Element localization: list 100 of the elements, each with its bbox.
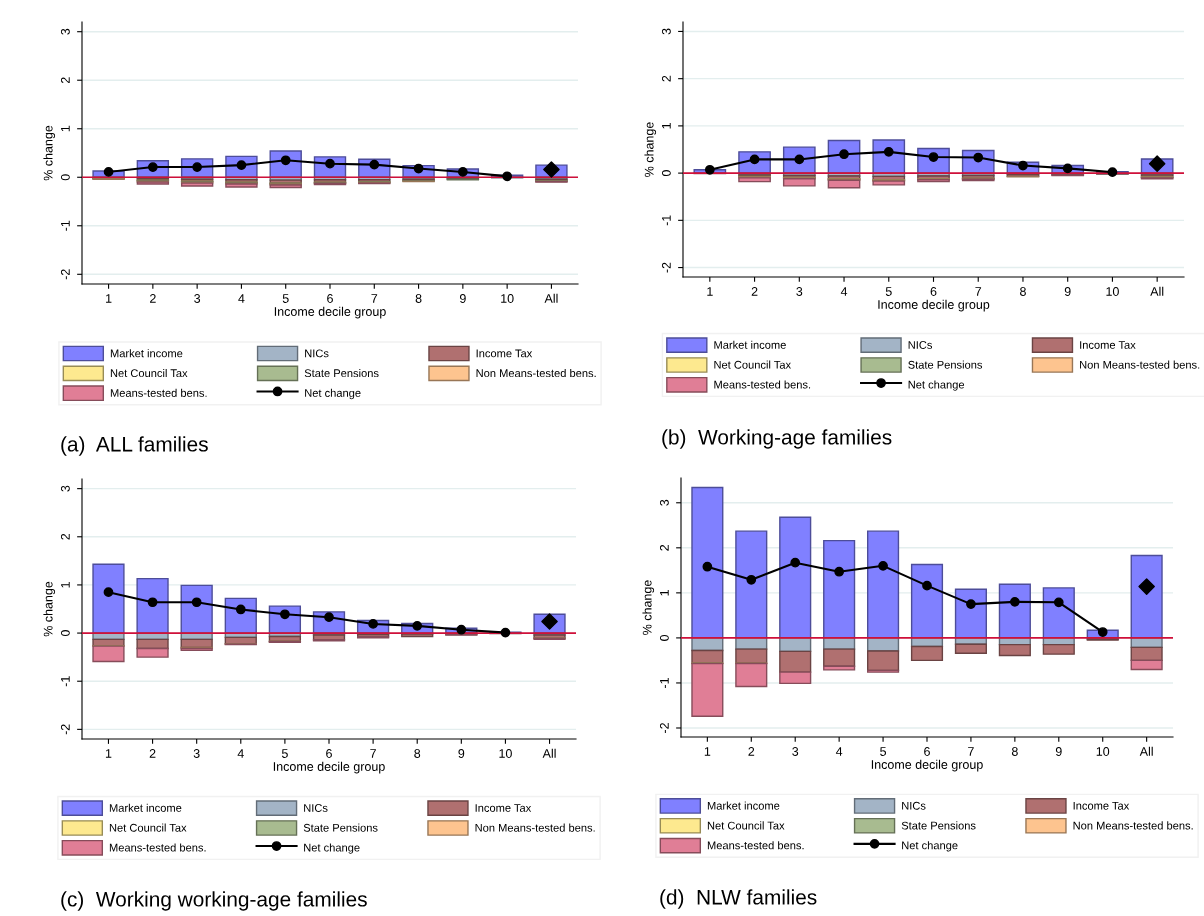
x-tick-label: 8 [1020, 287, 1026, 296]
x-tick-label: 5 [282, 294, 289, 303]
y-tick-label: -1 [660, 678, 669, 688]
y-tick-label: -2 [60, 269, 70, 280]
legend-label: NICs [902, 801, 926, 810]
x-tick-label: All [1139, 746, 1153, 756]
y-tick-label: 1 [61, 125, 70, 132]
legend-label: State Pensions [303, 823, 378, 832]
y-axis-title: % change [642, 580, 655, 635]
legend-label: Income Tax [475, 804, 532, 812]
legend-label: Net change [304, 843, 360, 854]
x-tick-label: 7 [968, 747, 974, 756]
legend-label: Net change [902, 841, 958, 852]
legend-label: Net Council Tax [714, 360, 791, 369]
legend-label: State Pensions [304, 368, 379, 378]
legend-label: Income Tax [1073, 801, 1130, 810]
x-tick-label: 10 [501, 294, 514, 303]
legend-label: Income Tax [1080, 341, 1136, 349]
x-tick-label: 6 [327, 294, 333, 303]
x-tick-label: All [542, 748, 556, 758]
legend-label: Market income [110, 349, 183, 358]
x-axis-title: Income decile group [878, 299, 990, 312]
x-tick-label: 7 [370, 749, 376, 758]
legend-label: NICs [305, 349, 329, 358]
y-tick-label: 1 [61, 582, 70, 588]
x-tick-label: 6 [326, 749, 332, 758]
y-axis-title: % change [43, 581, 56, 637]
legend-label: Non Means-tested bens. [476, 368, 596, 378]
x-tick-label: 5 [885, 287, 892, 296]
legend-label: State Pensions [908, 360, 983, 369]
x-tick-label: 4 [840, 287, 848, 296]
x-tick-label: 2 [150, 294, 156, 303]
x-tick-label: 2 [751, 287, 758, 296]
y-tick-label: 2 [60, 77, 70, 84]
x-tick-label: 10 [1106, 287, 1119, 296]
x-axis-title: Income decile group [871, 759, 983, 772]
legend-label: Income Tax [476, 349, 533, 358]
x-tick-label: 4 [835, 747, 843, 756]
y-tick-label: 2 [60, 533, 70, 540]
y-tick-label: 3 [661, 28, 671, 35]
x-tick-label: 4 [237, 749, 244, 758]
y-tick-label: -2 [659, 723, 669, 733]
legend-label: Means-tested bens. [707, 841, 804, 850]
legend-label: Market income [707, 801, 780, 810]
y-tick-label: 0 [661, 170, 671, 177]
y-axis-title: % change [644, 122, 657, 177]
y-axis-title: % change [43, 125, 56, 181]
text: (b) Working-age families [662, 429, 892, 449]
x-tick-label: All [544, 293, 558, 303]
x-tick-label: 8 [414, 749, 421, 758]
y-tick-label: 1 [662, 123, 671, 129]
x-tick-label: 2 [748, 747, 755, 756]
x-tick-label: 1 [707, 287, 713, 296]
x-tick-label: 7 [975, 287, 982, 296]
x-tick-label: 8 [415, 294, 422, 303]
legend-label: Non Means-tested bens. [475, 823, 595, 832]
legend-label: Non Means-tested bens. [1073, 821, 1193, 830]
x-tick-label: 6 [930, 287, 937, 296]
legend-label: NICs [304, 804, 328, 812]
x-tick-label: 5 [281, 749, 288, 758]
y-tick-label: 2 [661, 75, 671, 82]
legend-label: State Pensions [901, 821, 976, 830]
y-tick-label: 0 [60, 630, 70, 637]
legend-label: Net Council Tax [707, 821, 785, 830]
legend-label: Net change [908, 380, 965, 391]
y-tick-label: -1 [662, 215, 671, 226]
legend-label: Net Council Tax [110, 368, 188, 378]
legend-label: Means-tested bens. [714, 380, 811, 389]
x-tick-label: 9 [1064, 287, 1071, 296]
x-tick-label: 10 [1096, 747, 1110, 756]
x-tick-label: 9 [1055, 747, 1062, 756]
text: (a) ALL families [61, 436, 208, 456]
x-tick-label: 4 [238, 294, 245, 303]
legend-label: Means-tested bens. [110, 388, 207, 397]
x-tick-label: All [1150, 286, 1164, 296]
x-tick-label: 2 [149, 749, 156, 758]
y-tick-label: -2 [661, 262, 671, 273]
x-tick-label: 10 [499, 749, 512, 758]
y-tick-label: 2 [659, 544, 669, 551]
x-tick-label: 8 [1011, 747, 1018, 756]
text: (c) Working working-age families [61, 891, 367, 911]
x-tick-label: 3 [792, 747, 799, 756]
y-tick-label: 3 [659, 499, 669, 506]
legend-label: NICs [908, 341, 933, 349]
y-tick-label: -2 [60, 724, 70, 735]
x-tick-label: 7 [371, 294, 378, 303]
x-tick-label: 1 [105, 749, 112, 758]
x-axis-title: Income decile group [274, 306, 386, 319]
legend-label: Market income [109, 803, 182, 812]
y-tick-label: 0 [60, 174, 70, 181]
legend-label: Means-tested bens. [109, 843, 206, 852]
x-tick-label: 3 [194, 294, 201, 303]
legend-label: Net change [305, 388, 361, 400]
y-tick-label: 1 [660, 589, 669, 596]
x-tick-label: 1 [704, 747, 711, 756]
y-tick-label: -1 [61, 220, 70, 231]
legend-label: Market income [714, 340, 786, 349]
x-tick-label: 5 [880, 747, 887, 756]
legend-label: Net Council Tax [109, 823, 187, 832]
y-tick-label: -1 [61, 676, 70, 687]
